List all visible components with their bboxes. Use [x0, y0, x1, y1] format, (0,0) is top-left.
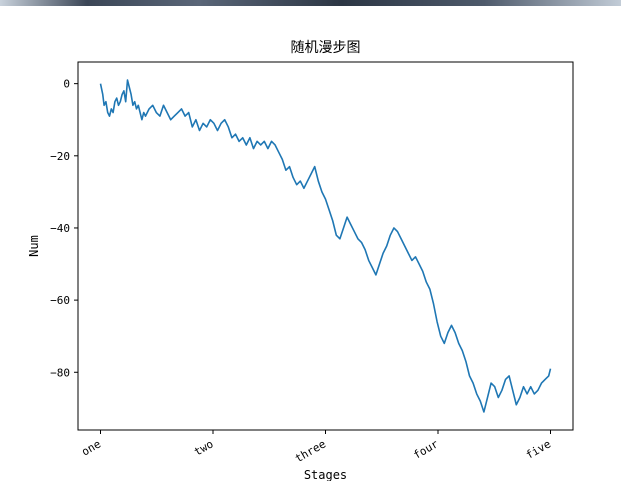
y-tick-label: −40 [50, 222, 70, 235]
chart-title: 随机漫步图 [291, 40, 361, 56]
y-tick-label: −20 [50, 150, 70, 163]
x-tick-label: three [293, 437, 328, 465]
window-top-strip [0, 0, 621, 6]
x-axis-label: Stages [304, 468, 347, 481]
random-walk-line [99, 79, 552, 413]
x-tick-label: four [411, 437, 441, 462]
series-layer [99, 79, 552, 413]
plot-area [77, 61, 574, 431]
y-tick-label: 0 [63, 78, 70, 91]
y-tick-label: −60 [50, 294, 70, 307]
y-axis-ticks: 0 −20 −40 −60 −80 [50, 78, 78, 379]
y-tick-label: −80 [50, 366, 70, 379]
y-axis-label: Num [27, 235, 41, 257]
x-tick-label: two [192, 437, 216, 458]
x-axis-ticks: one two three four five [79, 430, 553, 465]
x-tick-label: one [79, 437, 103, 458]
x-tick-label: five [524, 437, 553, 462]
